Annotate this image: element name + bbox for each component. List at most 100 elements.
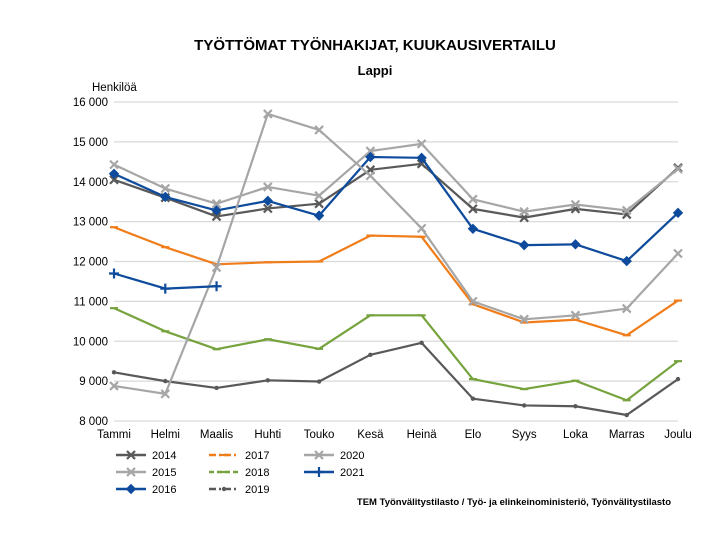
series-2015 xyxy=(109,139,683,217)
y-tick-label: 16 000 xyxy=(73,97,108,109)
data-point-2016 xyxy=(211,205,222,216)
data-point-2015 xyxy=(621,205,632,216)
legend-item-2021: 2021 xyxy=(304,467,364,479)
y-tick-label: 8 000 xyxy=(79,416,108,428)
data-point-2020 xyxy=(416,223,427,234)
data-point-2019 xyxy=(214,385,219,391)
legend-marker xyxy=(221,486,227,492)
data-point-2021 xyxy=(160,283,171,294)
legend-label: 2017 xyxy=(245,450,269,462)
data-point-2015 xyxy=(365,146,376,156)
x-tick-label: Elo xyxy=(465,429,482,441)
x-tick-label: Joulu xyxy=(664,429,692,441)
data-point-2016 xyxy=(313,210,325,221)
series-line-2017 xyxy=(113,226,679,337)
data-point-2015 xyxy=(416,139,427,149)
data-point-2020 xyxy=(365,170,376,181)
data-point-2019 xyxy=(265,378,271,383)
data-point-2020 xyxy=(673,248,683,259)
legend-marker xyxy=(314,467,324,477)
data-point-2015 xyxy=(109,159,119,170)
legend-item-2019: 2019 xyxy=(209,484,269,496)
legend-label: 2021 xyxy=(340,467,364,479)
legend-item-2015: 2015 xyxy=(116,467,176,479)
legend-label: 2018 xyxy=(245,467,269,479)
series-2018 xyxy=(110,307,682,402)
y-tick-label: 13 000 xyxy=(73,217,108,229)
data-point-2014 xyxy=(314,198,324,209)
data-point-2016 xyxy=(672,207,684,219)
data-point-2020 xyxy=(314,125,324,135)
series-line-2020 xyxy=(113,112,679,395)
legend-label: 2020 xyxy=(340,450,364,462)
data-point-2016 xyxy=(467,223,479,235)
y-axis-label: Henkilöä xyxy=(92,82,137,94)
data-point-2019 xyxy=(368,352,373,358)
y-tick-label: 11 000 xyxy=(74,296,108,308)
data-point-2020 xyxy=(468,296,478,307)
x-ticks: Tammi Helmi Maalis Huhti Touko Kesä Heinä Elo Sy… xyxy=(97,429,692,441)
data-point-2016 xyxy=(570,239,581,250)
legend-item-2014: 2014 xyxy=(116,450,176,462)
series-2014 xyxy=(109,159,683,223)
data-point-2015 xyxy=(673,164,683,174)
data-point-2014 xyxy=(263,203,273,214)
series-line-2016 xyxy=(113,155,679,263)
series-2016 xyxy=(108,151,684,267)
data-point-2019 xyxy=(675,376,681,382)
series-2019 xyxy=(111,340,681,418)
legend-marker xyxy=(314,450,324,460)
y-tick-label: 15 000 xyxy=(73,137,108,149)
legend-marker xyxy=(126,467,136,477)
x-tick-label: Touko xyxy=(304,429,335,441)
data-point-2015 xyxy=(468,194,478,205)
data-point-2019 xyxy=(163,378,168,384)
x-tick-label: Heinä xyxy=(407,429,438,441)
series-2021 xyxy=(109,268,222,294)
data-point-2020 xyxy=(263,109,273,119)
legend-marker xyxy=(126,450,136,460)
x-tick-label: Marras xyxy=(609,429,645,441)
legend: 2014 2017 2020 2015 2018 2021 2016 2019 xyxy=(116,450,364,496)
chart-subtitle: Lappi xyxy=(358,63,393,78)
chart-title: TYÖTTÖMAT TYÖNHAKIJAT, KUUKAUSIVERTAILU xyxy=(194,37,556,54)
legend-item-2018: 2018 xyxy=(209,467,269,479)
data-point-2016 xyxy=(108,168,120,179)
data-point-2016 xyxy=(518,239,530,251)
x-tick-label: Huhti xyxy=(254,429,281,441)
data-point-2019 xyxy=(316,379,322,384)
series-line-2019 xyxy=(113,341,679,417)
data-point-2016 xyxy=(160,191,171,203)
series-line-2015 xyxy=(113,142,679,213)
series-lines xyxy=(108,109,684,418)
data-point-2015 xyxy=(211,198,222,209)
legend-label: 2019 xyxy=(245,484,269,496)
source-note: TEM Työnvälitystilasto / Työ- ja elinkei… xyxy=(357,497,671,508)
data-point-2020 xyxy=(211,262,222,273)
y-tick-label: 9 000 xyxy=(79,376,108,388)
y-tick-label: 10 000 xyxy=(73,336,108,348)
legend-label: 2016 xyxy=(152,484,176,496)
series-line-2014 xyxy=(113,162,679,219)
data-point-2014 xyxy=(211,211,222,222)
series-2020 xyxy=(109,109,683,399)
legend-marker xyxy=(125,483,137,495)
series-line-2018 xyxy=(113,307,679,402)
data-point-2021 xyxy=(211,281,222,292)
y-tick-label: 12 000 xyxy=(73,257,108,269)
x-tick-label: Tammi xyxy=(97,429,131,441)
grid xyxy=(114,101,678,422)
data-point-2016 xyxy=(621,255,632,267)
x-tick-label: Kesä xyxy=(357,429,384,441)
data-point-2020 xyxy=(109,381,119,391)
data-point-2021 xyxy=(109,268,119,279)
data-point-2019 xyxy=(624,412,629,418)
x-tick-label: Maalis xyxy=(200,429,233,441)
data-point-2019 xyxy=(521,403,527,408)
legend-item-2016: 2016 xyxy=(116,483,176,496)
legend-label: 2015 xyxy=(152,467,176,479)
data-point-2015 xyxy=(160,183,171,194)
y-ticks: 8 000 9 000 10 000 11 000 12 000 13 000 14 000… xyxy=(73,97,108,428)
data-point-2020 xyxy=(621,303,632,314)
data-point-2015 xyxy=(570,199,581,210)
